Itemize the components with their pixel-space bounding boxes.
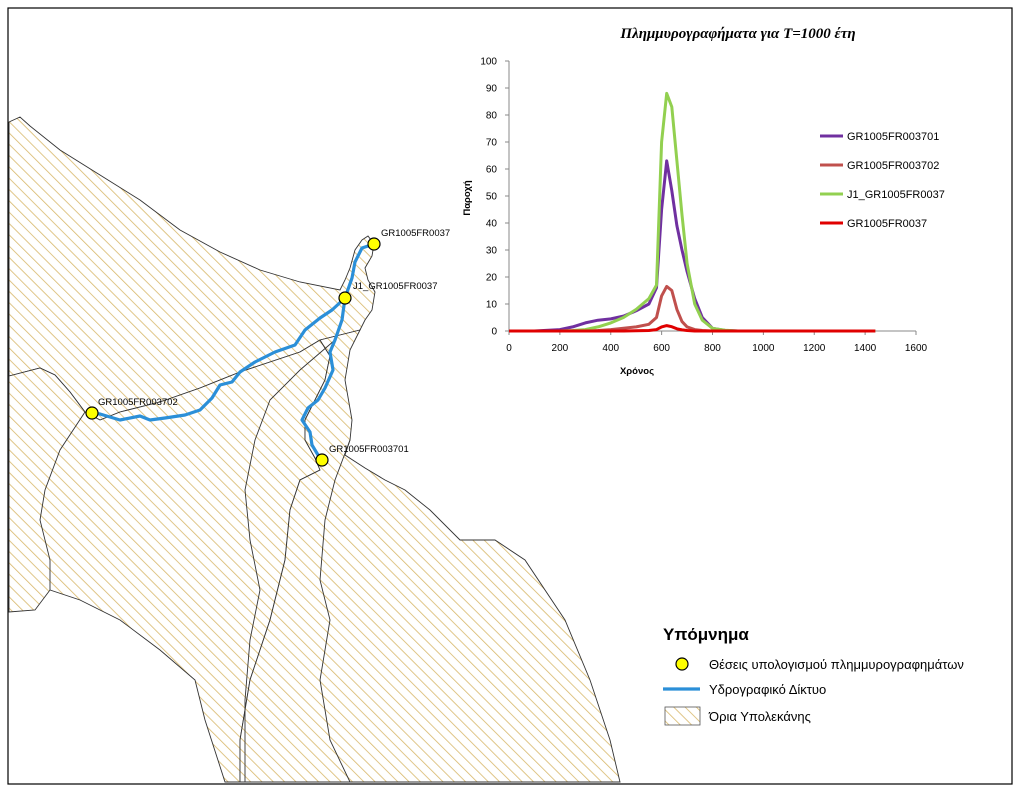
point-gr1005fr003702[interactable]: [85, 406, 99, 420]
inner-divide-east: [319, 439, 351, 783]
y-tick-label: 20: [486, 273, 498, 284]
y-tick-label: 40: [486, 219, 498, 230]
x-axis-label: Χρόνος: [620, 366, 654, 377]
y-tick-label: 70: [486, 138, 498, 149]
point-label-gr1005fr003701: GR1005FR003701: [329, 444, 409, 455]
x-tick-label: 1400: [854, 343, 877, 354]
map-legend-title: Υπόμνημα: [663, 625, 749, 644]
x-tick-label: 600: [653, 343, 670, 354]
x-tick-label: 800: [704, 343, 721, 354]
point-gr1005fr0037[interactable]: [367, 237, 381, 251]
x-tick-label: 400: [602, 343, 619, 354]
yellow-circle-icon: [675, 657, 689, 671]
map-legend-label-subbasin: Όρια Υπολεκάνης: [708, 709, 811, 724]
legend-entry-2: GR1005FR003702: [847, 160, 939, 172]
point-j1-gr1005fr0037[interactable]: [338, 291, 352, 305]
y-tick-label: 80: [486, 111, 498, 122]
river-network: [90, 242, 376, 462]
x-tick-label: 1600: [905, 343, 928, 354]
river-south-branch: [300, 296, 347, 462]
y-tick-label: 30: [486, 246, 498, 257]
x-tick-label: 200: [552, 343, 569, 354]
subbasin-boundaries: [8, 116, 621, 783]
y-tick-label: 0: [491, 327, 497, 338]
legend-entry-3: J1_GR1005FR0037: [847, 189, 945, 201]
map-legend-label-river: Υδρογραφικό Δίκτυο: [709, 682, 826, 697]
hydrograph-chart: Πλημμυρογραφήματα για Τ=1000 έτη Παροχή …: [462, 26, 945, 377]
chart-title: Πλημμυρογραφήματα για Τ=1000 έτη: [619, 26, 855, 42]
map-legend: Υπόμνημα Θέσεις υπολογισμού πλημμυρογραφ…: [663, 625, 964, 726]
series-line-4: [509, 324, 876, 333]
y-tick-label: 50: [486, 192, 498, 203]
inner-divide-west: [39, 411, 86, 590]
legend-entry-1: GR1005FR003701: [847, 131, 939, 143]
point-label-j1-gr1005fr0037: J1_GR1005FR0037: [353, 281, 438, 292]
x-tick-label: 1000: [752, 343, 775, 354]
point-gr1005fr003701[interactable]: [315, 453, 329, 467]
point-label-gr1005fr0037: GR1005FR0037: [381, 228, 450, 239]
inner-divide-center: [244, 339, 336, 782]
river-main-upper: [343, 242, 376, 300]
y-tick-label: 90: [486, 84, 498, 95]
y-tick-label: 10: [486, 300, 498, 311]
river-west-branch: [90, 296, 347, 422]
x-tick-label: 0: [506, 343, 512, 354]
calculation-points: GR1005FR0037 J1_GR1005FR0037 GR1005FR003…: [85, 228, 450, 467]
subbasin-south: [239, 329, 621, 783]
y-tick-label: 100: [480, 57, 497, 68]
y-tick-label: 60: [486, 165, 498, 176]
x-tick-label: 1200: [803, 343, 826, 354]
legend-entry-4: GR1005FR0037: [847, 218, 927, 230]
y-axis-label: Παροχή: [462, 180, 473, 216]
chart-legend: GR1005FR003701 GR1005FR003702 J1_GR1005FR0…: [820, 131, 945, 230]
point-label-gr1005fr003702: GR1005FR003702: [98, 397, 178, 408]
hatched-box-icon: [664, 706, 701, 726]
map-legend-label-points: Θέσεις υπολογισμού πλημμυρογραφημάτων: [709, 657, 964, 672]
